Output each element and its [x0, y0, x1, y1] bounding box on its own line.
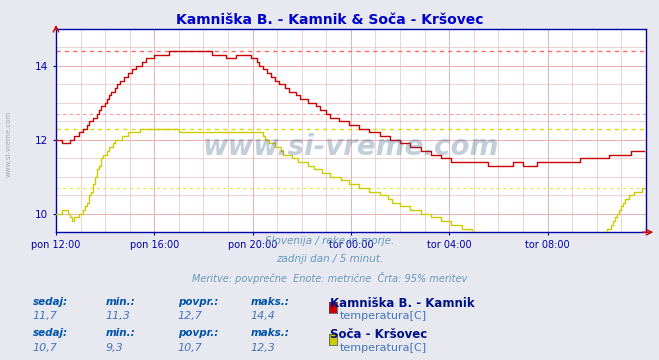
Text: www.si-vreme.com: www.si-vreme.com: [5, 111, 11, 177]
Text: 11,7: 11,7: [33, 311, 58, 321]
Text: Kamniška B. - Kamnik & Soča - Kršovec: Kamniška B. - Kamnik & Soča - Kršovec: [176, 13, 483, 27]
Text: povpr.:: povpr.:: [178, 297, 218, 307]
Text: www.si-vreme.com: www.si-vreme.com: [203, 133, 499, 161]
Text: sedaj:: sedaj:: [33, 328, 68, 338]
Text: Soča - Kršovec: Soča - Kršovec: [330, 328, 427, 341]
Text: zadnji dan / 5 minut.: zadnji dan / 5 minut.: [276, 254, 383, 264]
Text: 12,7: 12,7: [178, 311, 203, 321]
Text: temperatura[C]: temperatura[C]: [339, 343, 426, 353]
Text: Meritve: povprečne  Enote: metrične  Črta: 95% meritev: Meritve: povprečne Enote: metrične Črta:…: [192, 272, 467, 284]
Text: maks.:: maks.:: [250, 328, 289, 338]
Text: 11,3: 11,3: [105, 311, 130, 321]
Text: min.:: min.:: [105, 297, 135, 307]
Text: min.:: min.:: [105, 328, 135, 338]
Text: povpr.:: povpr.:: [178, 328, 218, 338]
Text: 14,4: 14,4: [250, 311, 275, 321]
Text: maks.:: maks.:: [250, 297, 289, 307]
Text: 10,7: 10,7: [178, 343, 203, 353]
Text: temperatura[C]: temperatura[C]: [339, 311, 426, 321]
Text: 9,3: 9,3: [105, 343, 123, 353]
Text: 12,3: 12,3: [250, 343, 275, 353]
Text: Slovenija / reke in morje.: Slovenija / reke in morje.: [265, 236, 394, 246]
Text: 10,7: 10,7: [33, 343, 58, 353]
Text: sedaj:: sedaj:: [33, 297, 68, 307]
Text: Kamniška B. - Kamnik: Kamniška B. - Kamnik: [330, 297, 474, 310]
